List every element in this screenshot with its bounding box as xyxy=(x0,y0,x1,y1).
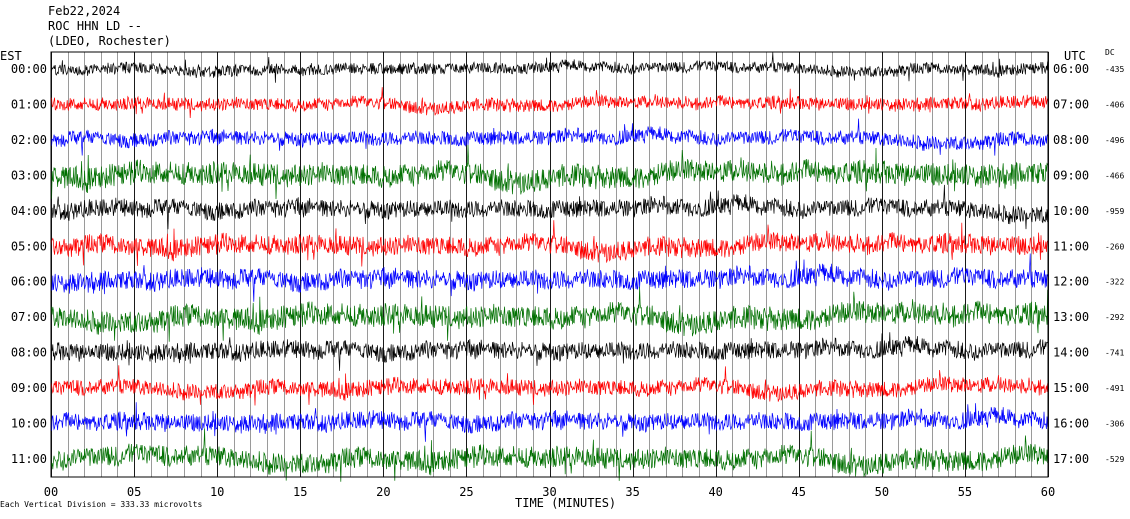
dc-offset-value: -306 xyxy=(1105,420,1124,429)
dc-offset-value: -435 xyxy=(1105,65,1124,74)
est-hour-label: 02:00 xyxy=(11,133,47,147)
seismic-trace xyxy=(50,286,1048,342)
x-tick-label: 20 xyxy=(376,485,390,499)
dc-offset-value: -741 xyxy=(1105,349,1124,358)
x-tick-label: 50 xyxy=(875,485,889,499)
est-hour-label: 07:00 xyxy=(11,310,47,324)
x-tick-label: 25 xyxy=(459,485,473,499)
x-axis-title: TIME (MINUTES) xyxy=(515,496,617,510)
utc-hour-label: 06:00 xyxy=(1053,62,1089,76)
est-hour-label: 08:00 xyxy=(11,346,47,360)
seismic-trace xyxy=(50,184,1048,230)
est-hour-label: 05:00 xyxy=(11,239,47,253)
x-tick-label: 10 xyxy=(210,485,224,499)
seismic-trace xyxy=(50,87,1048,119)
x-tick-label: 00 xyxy=(44,485,58,499)
x-tick-label: 30 xyxy=(542,485,556,499)
dc-offset-value: -322 xyxy=(1105,278,1124,287)
utc-hour-label: 12:00 xyxy=(1053,275,1089,289)
x-tick-label: 40 xyxy=(708,485,722,499)
x-tick-label: 05 xyxy=(127,485,141,499)
seismic-trace xyxy=(50,52,1048,83)
est-hour-label: 11:00 xyxy=(11,452,47,466)
utc-hour-label: 16:00 xyxy=(1053,417,1089,431)
seismic-trace xyxy=(50,144,1048,200)
vertical-division-note: Each Vertical Division = 333.33 microvol… xyxy=(0,500,203,509)
trace-layer xyxy=(50,52,1048,482)
seismic-trace xyxy=(50,402,1048,442)
est-hour-label: 01:00 xyxy=(11,97,47,111)
dc-column-header: DC xyxy=(1105,48,1115,57)
utc-hour-label: 10:00 xyxy=(1053,204,1089,218)
x-tick-label: 45 xyxy=(792,485,806,499)
dc-offset-value: -466 xyxy=(1105,171,1124,180)
dc-offset-value: -959 xyxy=(1105,207,1124,216)
seismic-trace xyxy=(50,332,1048,371)
utc-hour-label: 09:00 xyxy=(1053,168,1089,182)
utc-hour-label: 11:00 xyxy=(1053,239,1089,253)
dc-offset-value: -406 xyxy=(1105,100,1124,109)
station-code: ROC HHN LD -- xyxy=(48,19,142,33)
est-hour-label: 03:00 xyxy=(11,168,47,182)
utc-hour-label: 14:00 xyxy=(1053,346,1089,360)
station-location: (LDEO, Rochester) xyxy=(48,34,171,48)
x-axis-ticks: 00 05 10 15 20 25 30 35 40 45 50 55 60 xyxy=(44,485,1055,499)
x-tick-label: 60 xyxy=(1041,485,1055,499)
row-labels: 00:00 06:00 -435 01:00 07:00 -406 02:00 08:00 -4… xyxy=(11,62,1125,466)
x-tick-label: 55 xyxy=(958,485,972,499)
seismic-trace xyxy=(50,428,1048,482)
dc-offset-value: -496 xyxy=(1105,136,1124,145)
est-hour-label: 04:00 xyxy=(11,204,47,218)
utc-hour-label: 17:00 xyxy=(1053,452,1089,466)
grid-lines xyxy=(51,52,1049,477)
seismic-trace xyxy=(50,118,1048,156)
est-hour-label: 06:00 xyxy=(11,275,47,289)
left-timezone-label: EST xyxy=(0,49,22,63)
plot-date: Feb22,2024 xyxy=(48,4,121,18)
est-hour-label: 10:00 xyxy=(11,417,47,431)
dc-offset-value: -491 xyxy=(1105,384,1124,393)
utc-hour-label: 07:00 xyxy=(1053,97,1089,111)
x-tick-label: 15 xyxy=(293,485,307,499)
seismic-trace xyxy=(50,253,1048,302)
seismic-trace xyxy=(50,220,1048,267)
seismic-trace xyxy=(50,365,1048,406)
right-timezone-label: UTC xyxy=(1064,49,1086,63)
dc-offset-value: -292 xyxy=(1105,313,1124,322)
dc-offset-value: -529 xyxy=(1105,455,1124,464)
x-tick-label: 35 xyxy=(625,485,639,499)
utc-hour-label: 08:00 xyxy=(1053,133,1089,147)
plot-frame xyxy=(50,51,1049,478)
est-hour-label: 00:00 xyxy=(11,62,47,76)
utc-hour-label: 13:00 xyxy=(1053,310,1089,324)
est-hour-label: 09:00 xyxy=(11,381,47,395)
dc-offset-value: -260 xyxy=(1105,242,1124,251)
utc-hour-label: 15:00 xyxy=(1053,381,1089,395)
